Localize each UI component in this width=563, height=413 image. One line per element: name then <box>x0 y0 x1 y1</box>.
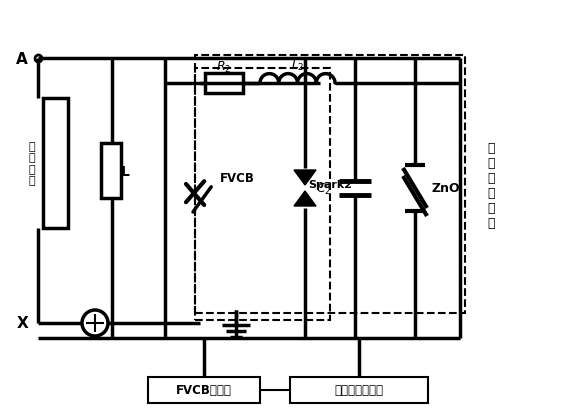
Text: 电容器充电回路: 电容器充电回路 <box>334 384 383 396</box>
Text: 人
工
过
零
支
路: 人 工 过 零 支 路 <box>487 142 494 230</box>
Text: $C_2$: $C_2$ <box>316 181 331 196</box>
Bar <box>43 99 68 228</box>
Text: A: A <box>16 51 28 66</box>
Text: L: L <box>120 164 129 178</box>
Bar <box>148 377 260 403</box>
Bar <box>205 74 243 94</box>
Text: $R_2$: $R_2$ <box>216 59 231 74</box>
Bar <box>101 144 121 199</box>
Text: ZnO: ZnO <box>431 182 459 195</box>
Bar <box>290 377 428 403</box>
Text: FVCB: FVCB <box>220 172 255 185</box>
Text: FVCB控制器: FVCB控制器 <box>176 384 232 396</box>
Text: X: X <box>16 316 28 331</box>
Text: $L_2$: $L_2$ <box>291 58 304 73</box>
Text: Spark2: Spark2 <box>308 180 352 190</box>
Bar <box>195 56 465 313</box>
Bar <box>195 69 330 320</box>
Polygon shape <box>294 192 316 206</box>
Polygon shape <box>294 171 316 185</box>
Text: 高
压
绕
组: 高 压 绕 组 <box>28 141 35 186</box>
